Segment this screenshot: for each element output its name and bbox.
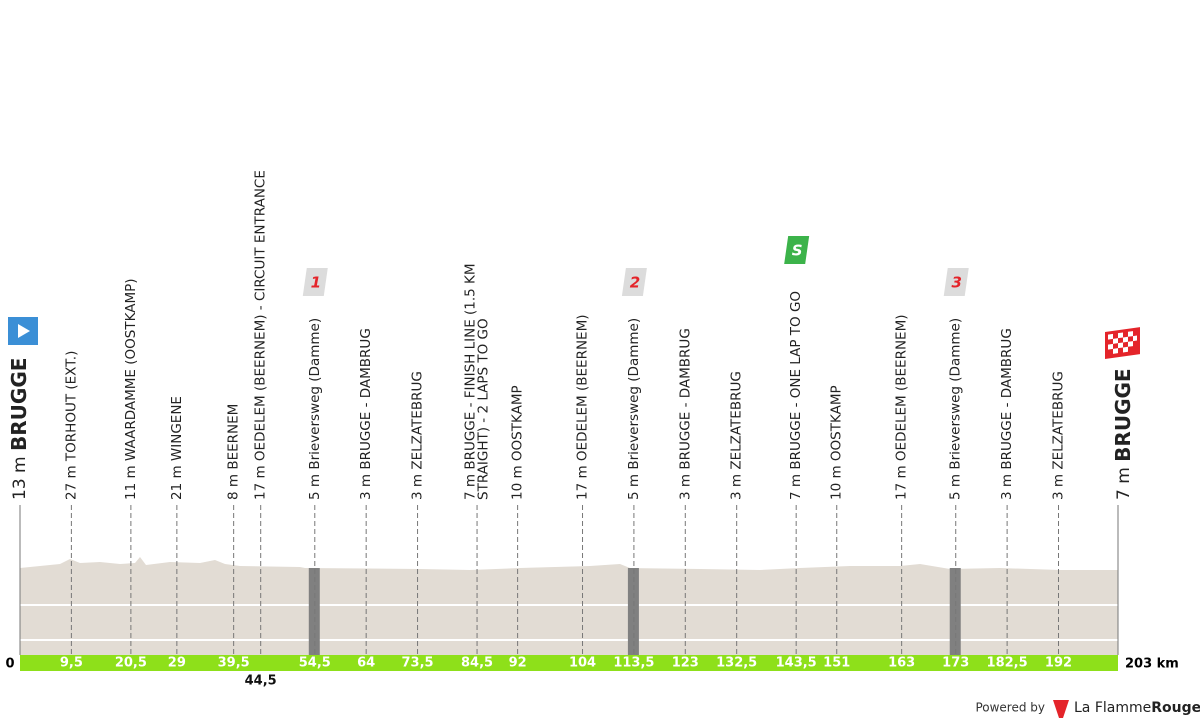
badge-label: 2	[630, 274, 640, 292]
km-label: 44,5	[245, 674, 277, 689]
km-label: 64	[357, 656, 375, 671]
waypoint-label: 11 m WAARDAMME (OOSTKAMP)	[123, 279, 139, 501]
waypoint-label: 5 m Brieversweg (Damme)	[307, 318, 323, 500]
distance-bar	[20, 655, 1118, 671]
brand-bold: Rouge	[1151, 700, 1200, 716]
waypoint-label: 3 m BRUGGE - DAMBRUG	[677, 328, 693, 500]
waypoint-label: 3 m ZELZATEBRUG	[410, 371, 426, 500]
powered-by: Powered by	[975, 701, 1045, 715]
km-label: 192	[1045, 656, 1072, 671]
waypoint-label: 21 m WINGENE	[169, 396, 185, 500]
waypoint-label: 17 m OEDELEM (BEERNEM) - CIRCUIT ENTRANC…	[253, 170, 269, 500]
start-label: 13 m BRUGGE	[7, 358, 31, 500]
km-label: 113,5	[613, 656, 654, 671]
finish-elevation: 7 m	[1114, 467, 1134, 500]
start-elevation: 13 m	[10, 456, 30, 500]
brand: La FlammeRouge	[1074, 700, 1200, 716]
km-label: 132,5	[716, 656, 757, 671]
waypoint-label: 3 m BRUGGE - DAMBRUG	[999, 328, 1015, 500]
waypoint-label: 27 m TORHOUT (EXT.)	[63, 351, 79, 500]
start-km: 0	[5, 657, 14, 672]
km-label: 54,5	[299, 656, 331, 671]
badge	[784, 236, 810, 264]
waypoint-label: 17 m OEDELEM (BEERNEM)	[575, 315, 591, 501]
waypoint-label: 3 m BRUGGE - DAMBRUG	[358, 328, 374, 500]
start-flag	[8, 317, 38, 345]
badge-label: 3	[952, 274, 962, 292]
start-name: BRUGGE	[7, 358, 31, 451]
badge	[943, 268, 969, 296]
badge	[302, 268, 328, 296]
badge-label: S	[792, 242, 803, 260]
km-label: 9,5	[60, 656, 83, 671]
km-label: 163	[888, 656, 915, 671]
km-label: 92	[509, 656, 527, 671]
km-label: 143,5	[776, 656, 817, 671]
waypoint-label: 8 m BEERNEM	[226, 404, 242, 500]
waypoint-label: 5 m Brieversweg (Damme)	[626, 318, 642, 500]
km-label: 39,5	[218, 656, 250, 671]
waypoint-label: STRAIGHT) - 2 LAPS TO GO	[476, 318, 492, 500]
waypoint-label: 3 m ZELZATEBRUG	[729, 371, 745, 500]
finish-label: 7 m BRUGGE	[1111, 368, 1135, 500]
finish-name: BRUGGE	[1111, 368, 1135, 461]
km-label: 182,5	[987, 656, 1028, 671]
finish-km: 203 km	[1125, 657, 1179, 672]
km-label: 123	[672, 656, 699, 671]
km-label: 84,5	[461, 656, 493, 671]
waypoint-label: 7 m BRUGGE - FINISH LINE (1.5 KM	[463, 263, 479, 500]
waypoint-label: 7 m BRUGGE - ONE LAP TO GO	[788, 291, 804, 500]
km-label: 20,5	[115, 656, 147, 671]
badge	[621, 268, 647, 296]
waypoint-label: 10 m OOSTKAMP	[510, 385, 526, 500]
waypoint-label: 10 m OOSTKAMP	[829, 385, 845, 500]
waypoint-label: 3 m ZELZATEBRUG	[1051, 371, 1067, 500]
brand-logo	[1053, 700, 1069, 718]
waypoints: 27 m TORHOUT (EXT.) 9,5 11 m WAARDAMME (OO…	[60, 170, 1072, 688]
km-label: 29	[168, 656, 186, 671]
brand-name: La Flamme	[1074, 700, 1151, 716]
waypoint-label: 17 m OEDELEM (BEERNEM)	[894, 315, 910, 501]
km-label: 173	[942, 656, 969, 671]
km-label: 104	[569, 656, 596, 671]
km-label: 151	[823, 656, 850, 671]
km-label: 73,5	[402, 656, 434, 671]
waypoint-label: 5 m Brieversweg (Damme)	[948, 318, 964, 500]
finish-flag	[1105, 327, 1140, 359]
badge-label: 1	[311, 274, 321, 292]
